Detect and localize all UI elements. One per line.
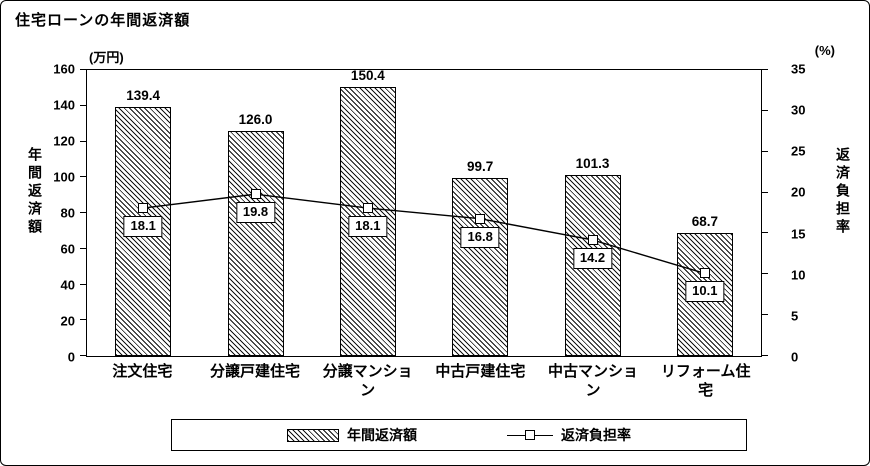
category-label: 注文住宅 bbox=[86, 363, 199, 401]
line-marker bbox=[587, 234, 598, 245]
legend-entry: 返済負担率 bbox=[507, 425, 631, 445]
axis-tick-mark bbox=[762, 273, 768, 275]
left-axis-title: 年間返済額 bbox=[27, 147, 43, 237]
category-label: 分譲マンション bbox=[311, 363, 424, 401]
category-label-text: リフォーム住宅 bbox=[660, 363, 751, 399]
bar-value-label: 126.0 bbox=[238, 111, 273, 127]
axis-tick-mark bbox=[80, 212, 86, 213]
axis-tick-label: 35 bbox=[791, 61, 806, 77]
axis-tick-label: 20 bbox=[791, 184, 806, 200]
axis-tick-mark bbox=[80, 355, 86, 356]
axis-tick-label: 160 bbox=[53, 61, 75, 77]
line-marker bbox=[250, 189, 261, 200]
bar-value-label: 101.3 bbox=[575, 155, 610, 171]
bar-value-label: 68.7 bbox=[691, 214, 718, 230]
axis-tick-label: 30 bbox=[791, 102, 806, 118]
legend-bar-swatch bbox=[287, 428, 339, 442]
axis-tick-mark bbox=[80, 319, 86, 321]
axis-tick-label: 80 bbox=[60, 205, 75, 221]
plot-area: 139.4 126.0 150.4 99.7 101.3 68.7 18.1 19.8 18.1… bbox=[80, 68, 768, 357]
line-marker bbox=[138, 203, 149, 214]
bar-value-label: 139.4 bbox=[126, 87, 161, 103]
chart-title: 住宅ローンの年間返済額 bbox=[15, 12, 191, 29]
category-label-text: 中古マンション bbox=[548, 363, 639, 399]
category-label-text: 中古戸建住宅 bbox=[435, 363, 526, 380]
axis-tick-label: 140 bbox=[53, 97, 75, 113]
burden-rate-line bbox=[87, 70, 761, 356]
category-label-text: 分譲戸建住宅 bbox=[210, 363, 301, 380]
right-axis-title: 返済負担率 bbox=[835, 147, 851, 237]
line-marker bbox=[475, 213, 486, 224]
legend-items: 年間返済額 返済負担率 bbox=[287, 425, 631, 445]
axis-tick-mark bbox=[80, 247, 86, 249]
axis-tick-mark bbox=[80, 140, 86, 142]
legend-entry: 年間返済額 bbox=[287, 425, 417, 445]
axis-tick-label: 0 bbox=[67, 349, 75, 365]
axis-tick-label: 10 bbox=[791, 267, 806, 283]
axis-tick-label: 25 bbox=[791, 143, 806, 159]
axis-tick-mark bbox=[80, 69, 86, 70]
right-axis-unit: (%) bbox=[814, 43, 835, 58]
x-axis-labels: 注文住宅 分譲戸建住宅 分譲マンション 中古戸建住宅 中古マンション リフォーム住宅 bbox=[86, 363, 762, 401]
axis-tick-label: 15 bbox=[791, 226, 806, 242]
axis-tick-mark bbox=[762, 69, 768, 70]
axis-tick-label: 20 bbox=[60, 313, 75, 329]
axis-tick-mark bbox=[80, 104, 86, 106]
axis-tick-label: 60 bbox=[60, 241, 75, 257]
legend: 年間返済額 返済負担率 bbox=[171, 419, 747, 451]
axis-tick-mark bbox=[762, 314, 768, 316]
bar-annual-repayment bbox=[227, 130, 284, 356]
category-label: 中古マンション bbox=[537, 363, 650, 401]
axis-tick-label: 40 bbox=[60, 277, 75, 293]
rate-value-label: 10.1 bbox=[685, 281, 725, 303]
left-axis-unit: (万円) bbox=[89, 50, 124, 65]
bar-value-label: 150.4 bbox=[350, 68, 385, 84]
axis-tick-mark bbox=[762, 191, 768, 193]
line-marker bbox=[362, 203, 373, 214]
axis-tick-label: 5 bbox=[791, 308, 799, 324]
axis-tick-mark bbox=[80, 176, 86, 178]
rate-value-label: 18.1 bbox=[123, 216, 163, 237]
bar-annual-repayment bbox=[452, 177, 509, 356]
axis-tick-label: 100 bbox=[53, 169, 75, 185]
legend-line-swatch bbox=[507, 429, 553, 440]
rate-value-label: 16.8 bbox=[460, 226, 500, 248]
axis-tick-mark bbox=[80, 283, 86, 285]
y-axis-left-labels: 0 20 40 60 80 100 120 140 160 bbox=[25, 63, 75, 364]
axis-tick-mark bbox=[762, 355, 768, 356]
axis-tick-mark bbox=[762, 232, 768, 234]
category-label: 分譲戸建住宅 bbox=[199, 363, 312, 401]
category-label: 中古戸建住宅 bbox=[424, 363, 537, 401]
axis-tick-mark bbox=[762, 150, 768, 152]
category-label: リフォーム住宅 bbox=[649, 363, 762, 401]
bar-value-label: 99.7 bbox=[467, 158, 494, 174]
rate-value-label: 19.8 bbox=[235, 202, 276, 224]
axis-tick-label: 120 bbox=[53, 133, 75, 149]
line-marker bbox=[699, 268, 710, 279]
axis-tick-mark bbox=[762, 109, 768, 111]
rate-value-label: 14.2 bbox=[572, 247, 613, 269]
y-axis-right-labels: 0 5 10 15 20 25 30 35 bbox=[791, 63, 841, 364]
legend-line-marker bbox=[525, 429, 535, 440]
legend-label: 返済負担率 bbox=[561, 427, 631, 443]
legend-label: 年間返済額 bbox=[347, 427, 417, 443]
category-label-text: 注文住宅 bbox=[112, 363, 173, 380]
category-label-text: 分譲マンション bbox=[322, 363, 413, 399]
axis-tick-label: 0 bbox=[791, 349, 799, 365]
rate-value-label: 18.1 bbox=[348, 216, 388, 237]
